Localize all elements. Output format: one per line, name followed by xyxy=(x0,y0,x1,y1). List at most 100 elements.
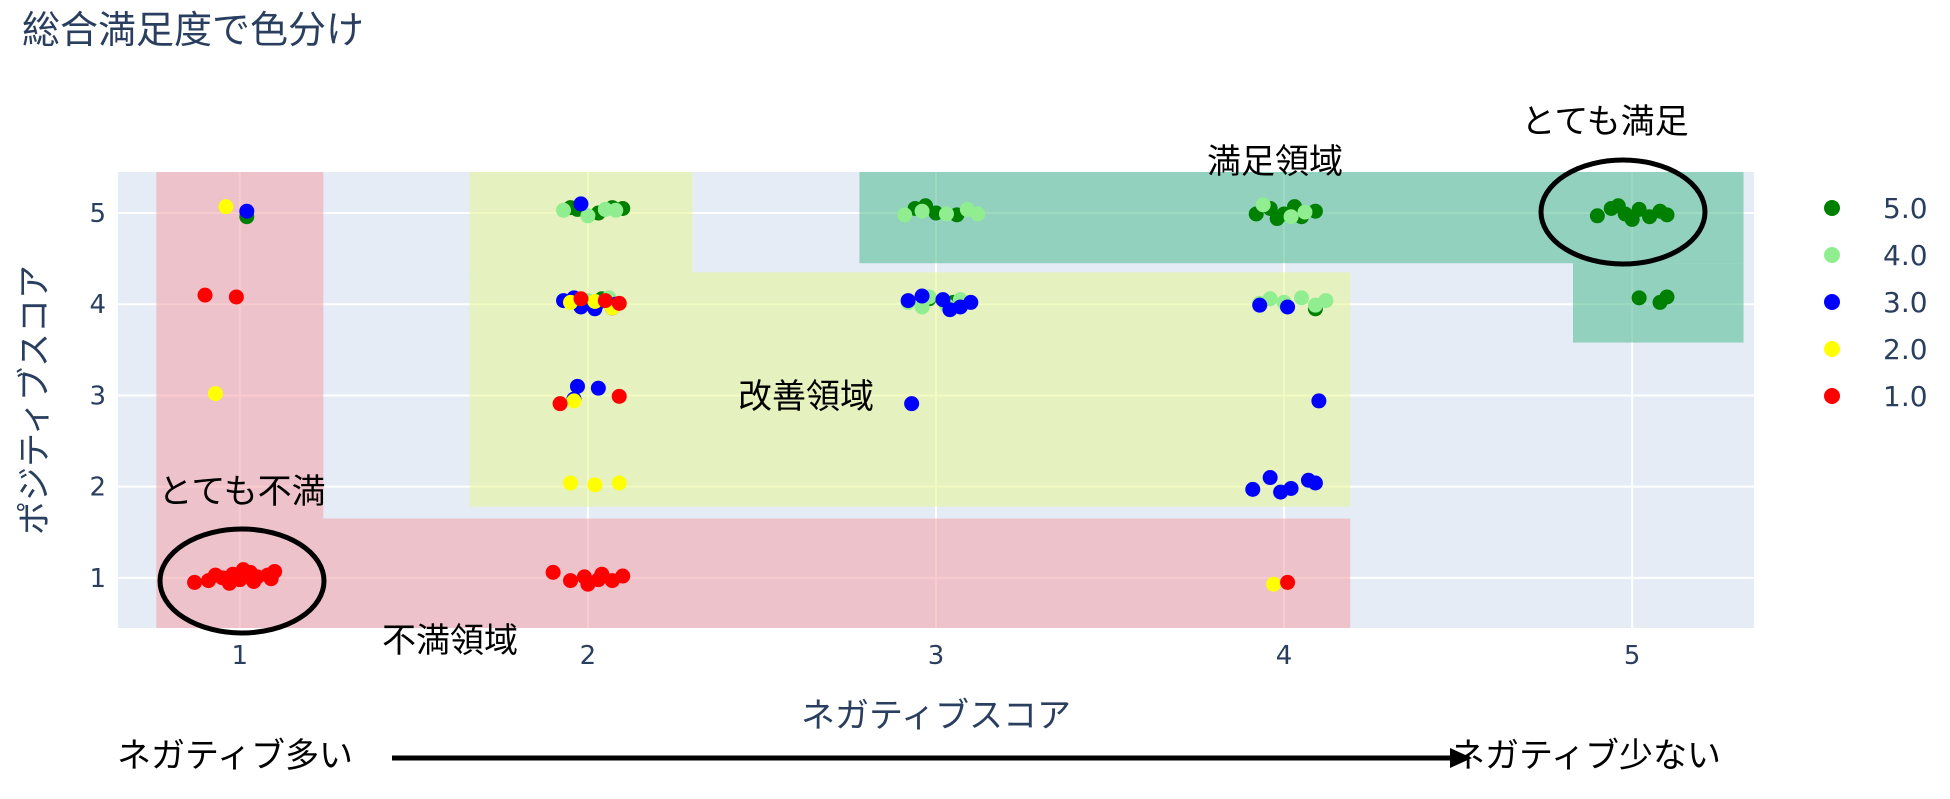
annotation-satisfied-region: 満足領域 xyxy=(1207,142,1343,182)
data-point xyxy=(897,207,913,223)
data-point xyxy=(1631,290,1647,306)
region-2 xyxy=(156,172,324,519)
data-point xyxy=(218,199,234,215)
axis-ticks: 1 2 3 4 5 1 2 3 4 5 xyxy=(89,199,1640,671)
annotation-improvement-region: 改善領域 xyxy=(738,377,874,417)
x-tick-label: 4 xyxy=(1276,641,1293,671)
data-point xyxy=(235,562,251,578)
data-point xyxy=(552,396,568,412)
legend-marker xyxy=(1824,200,1840,216)
region-1 xyxy=(469,172,693,273)
data-point xyxy=(914,288,930,304)
data-point xyxy=(938,206,954,222)
data-point xyxy=(590,380,606,396)
data-point xyxy=(1262,470,1278,486)
data-point xyxy=(569,378,585,394)
data-point xyxy=(563,573,579,589)
y-tick-label: 2 xyxy=(89,473,106,503)
annotation-very-satisfied: とても満足 xyxy=(1521,102,1688,142)
data-point xyxy=(970,206,986,222)
data-point xyxy=(1318,293,1334,309)
legend-entry: 4.0 xyxy=(1883,239,1928,272)
data-point xyxy=(1252,297,1268,313)
data-points xyxy=(187,196,1675,592)
data-point xyxy=(207,386,223,402)
legend-marker xyxy=(1824,388,1840,404)
data-point xyxy=(615,568,631,584)
data-point xyxy=(246,573,262,589)
data-point xyxy=(239,203,255,219)
y-tick-label: 5 xyxy=(89,199,106,229)
highlight-very-satisfied xyxy=(1538,157,1708,267)
chart-title: 総合満足度で色分け xyxy=(22,8,364,52)
data-point xyxy=(1311,393,1327,409)
data-point xyxy=(963,294,979,310)
data-point xyxy=(221,575,237,591)
legend-entry: 2.0 xyxy=(1883,333,1928,366)
legend-marker xyxy=(1824,341,1840,357)
direction-arrow-head xyxy=(1450,748,1472,768)
data-point xyxy=(1307,475,1323,491)
data-point xyxy=(1280,574,1296,590)
x-tick-label: 1 xyxy=(232,641,249,671)
data-point xyxy=(611,475,627,491)
data-point xyxy=(1255,197,1271,213)
annotation-dissatisfied-region: 不満領域 xyxy=(382,621,518,661)
data-point xyxy=(611,295,627,311)
data-point xyxy=(1610,198,1626,214)
annotation-very-dissatisfied: とても不満 xyxy=(158,472,325,512)
x-tick-label: 3 xyxy=(928,641,945,671)
y-tick-label: 3 xyxy=(89,381,106,411)
x-tick-label: 2 xyxy=(580,641,597,671)
data-point xyxy=(914,299,930,315)
data-point xyxy=(1245,481,1261,497)
data-point xyxy=(597,293,613,309)
data-point xyxy=(545,564,561,580)
data-point xyxy=(580,208,596,224)
legend-marker xyxy=(1824,294,1840,310)
data-point xyxy=(904,396,920,412)
arrow-left-label: ネガティブ多い xyxy=(117,736,353,776)
data-point xyxy=(1266,576,1282,592)
data-point xyxy=(1293,290,1309,306)
data-point xyxy=(590,572,606,588)
data-point xyxy=(611,388,627,404)
regions xyxy=(156,172,1744,628)
data-point xyxy=(1297,204,1313,220)
legend: 5.0 4.0 3.0 2.0 1.0 xyxy=(1824,192,1928,413)
data-point xyxy=(556,202,572,218)
data-point xyxy=(914,203,930,219)
data-point xyxy=(228,289,244,305)
legend-entry: 5.0 xyxy=(1883,192,1928,225)
data-point xyxy=(1659,207,1675,223)
data-point xyxy=(608,202,624,218)
arrow-right-label: ネガティブ少ない xyxy=(1451,736,1721,776)
region-2 xyxy=(156,518,1351,628)
legend-entry: 3.0 xyxy=(1883,286,1928,319)
data-point xyxy=(187,574,203,590)
x-tick-label: 5 xyxy=(1624,641,1641,671)
y-axis-title: ポジティブスコア xyxy=(15,265,55,535)
data-point xyxy=(566,393,582,409)
data-point xyxy=(1280,299,1296,315)
data-point xyxy=(573,196,589,212)
data-point xyxy=(1624,211,1640,227)
data-point xyxy=(1589,208,1605,224)
data-point xyxy=(263,571,279,587)
data-point xyxy=(942,302,958,318)
data-point xyxy=(587,477,603,493)
data-point xyxy=(563,475,579,491)
legend-entry: 1.0 xyxy=(1883,380,1928,413)
data-point xyxy=(197,287,213,303)
data-point xyxy=(573,291,589,307)
y-tick-label: 4 xyxy=(89,290,106,320)
data-point xyxy=(1273,484,1289,500)
data-point xyxy=(900,293,916,309)
legend-marker xyxy=(1824,247,1840,263)
y-tick-label: 1 xyxy=(89,564,106,594)
x-axis-title: ネガティブスコア xyxy=(801,696,1071,736)
data-point xyxy=(1283,209,1299,225)
highlight-very-dissatisfied xyxy=(157,526,327,636)
data-point xyxy=(1269,211,1285,227)
